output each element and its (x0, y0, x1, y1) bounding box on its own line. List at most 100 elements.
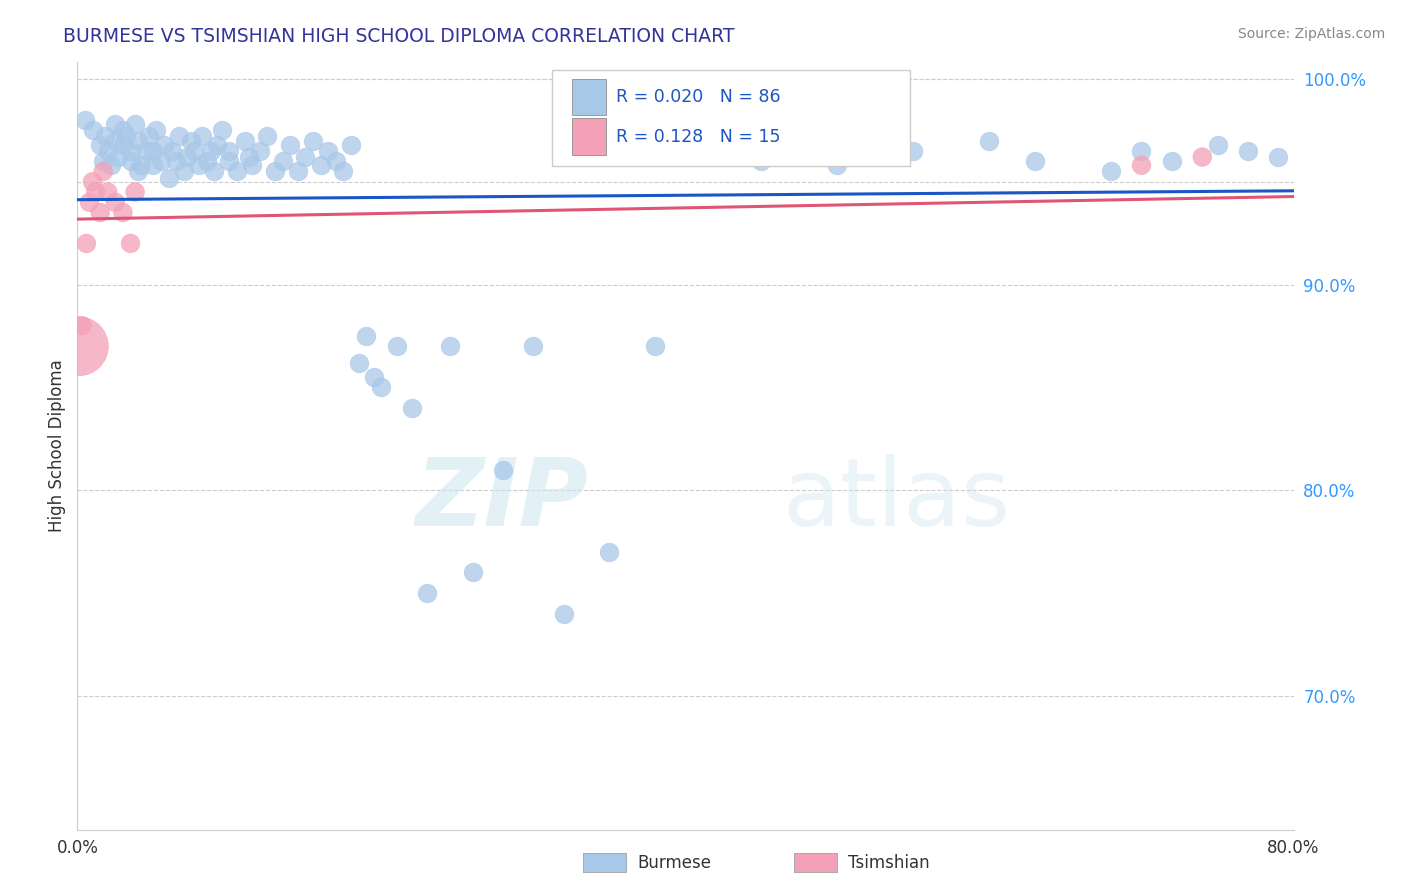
Point (1130, 158, 1153, 172)
FancyBboxPatch shape (551, 70, 911, 166)
Point (1237, 144, 1260, 158)
Point (1191, 150, 1213, 164)
Point (89, 205, 111, 219)
Point (979, 134, 1001, 148)
Point (97, 185, 120, 199)
Point (218, 144, 240, 158)
Point (176, 150, 198, 164)
Point (195, 154, 218, 169)
Point (104, 134, 127, 148)
Point (492, 463, 515, 477)
Point (173, 164, 195, 178)
Point (370, 380, 392, 394)
Point (107, 150, 129, 164)
Point (188, 158, 211, 172)
Point (240, 158, 263, 172)
Point (553, 607, 575, 621)
Point (644, 339, 666, 353)
Point (93, 129, 115, 144)
Point (385, 339, 408, 353)
Point (340, 137, 363, 152)
Point (325, 154, 347, 169)
Point (1206, 137, 1229, 152)
Point (167, 129, 190, 144)
Point (145, 123, 167, 137)
Point (111, 123, 134, 137)
Text: Tsimshian: Tsimshian (848, 854, 929, 871)
Text: ZIP: ZIP (415, 454, 588, 546)
Point (120, 154, 142, 169)
Text: Source: ZipAtlas.com: Source: ZipAtlas.com (1237, 27, 1385, 41)
Point (1130, 144, 1153, 158)
Point (238, 150, 260, 164)
Point (316, 144, 339, 158)
Point (127, 164, 149, 178)
Point (91, 164, 114, 178)
Point (70, 318, 93, 333)
Bar (572, 78, 606, 115)
Point (183, 144, 205, 158)
Text: R = 0.020   N = 86: R = 0.020 N = 86 (616, 88, 780, 106)
Point (249, 144, 271, 158)
Point (522, 339, 544, 353)
Point (127, 134, 149, 148)
Point (104, 195, 127, 210)
Y-axis label: High School Diploma: High School Diploma (48, 359, 66, 533)
Point (67, 339, 90, 353)
Point (75, 236, 97, 251)
Point (82, 123, 104, 137)
Point (211, 123, 233, 137)
Point (124, 117, 146, 131)
Text: Burmese: Burmese (637, 854, 711, 871)
Point (97, 144, 120, 158)
Point (416, 586, 439, 600)
Point (165, 154, 187, 169)
Text: BURMESE VS TSIMSHIAN HIGH SCHOOL DIPLOMA CORRELATION CHART: BURMESE VS TSIMSHIAN HIGH SCHOOL DIPLOMA… (63, 27, 735, 45)
Point (218, 154, 240, 169)
Point (205, 137, 228, 152)
Point (309, 158, 332, 172)
Bar (572, 119, 606, 155)
Point (439, 339, 461, 353)
Point (704, 144, 727, 158)
Point (104, 117, 127, 131)
Point (294, 150, 316, 164)
Point (180, 134, 202, 148)
Point (1267, 150, 1289, 164)
Point (111, 137, 134, 152)
Point (153, 137, 176, 152)
Point (1024, 154, 1046, 169)
Point (461, 566, 484, 580)
Point (200, 144, 222, 158)
Point (264, 164, 287, 178)
Point (278, 137, 301, 152)
Point (142, 158, 165, 172)
Point (160, 144, 183, 158)
Point (1099, 164, 1122, 178)
Text: atlas: atlas (783, 454, 1011, 546)
Point (100, 158, 122, 172)
Point (256, 129, 278, 144)
Point (115, 129, 138, 144)
Point (233, 134, 256, 148)
Point (271, 154, 294, 169)
Point (287, 164, 309, 178)
Point (226, 164, 249, 178)
Point (142, 144, 165, 158)
Point (84, 185, 107, 199)
Point (751, 154, 773, 169)
Point (191, 129, 214, 144)
Point (598, 545, 620, 559)
Point (124, 185, 146, 199)
Point (354, 329, 377, 343)
Point (138, 129, 160, 144)
Point (157, 170, 180, 185)
Point (347, 356, 370, 370)
Point (73, 113, 96, 128)
Point (135, 144, 157, 158)
Point (827, 158, 849, 172)
Point (129, 158, 152, 172)
Point (79, 195, 101, 210)
Point (82, 175, 104, 189)
Point (120, 236, 142, 251)
